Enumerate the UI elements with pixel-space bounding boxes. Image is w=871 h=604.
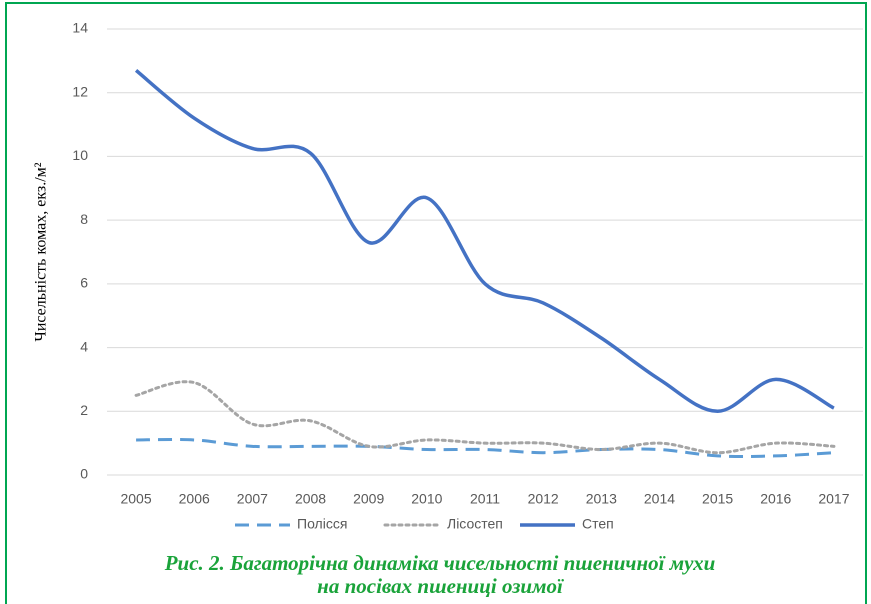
x-tick-label: 2016 <box>760 491 791 507</box>
legend-label: Полісся <box>297 516 347 532</box>
x-tick-label: 2007 <box>237 491 268 507</box>
y-tick-label: 0 <box>80 466 88 482</box>
frame <box>5 2 867 604</box>
x-tick-label: 2014 <box>644 491 675 507</box>
y-tick-label: 12 <box>72 83 88 99</box>
y-tick-label: 8 <box>80 211 88 227</box>
y-tick-label: 2 <box>80 402 88 418</box>
x-tick-label: 2011 <box>470 491 500 507</box>
x-tick-label: 2005 <box>120 491 151 507</box>
x-tick-label: 2009 <box>353 491 384 507</box>
y-tick-label: 6 <box>80 275 88 291</box>
x-tick-label: 2017 <box>818 491 849 507</box>
y-axis-label: Чисельність комах, екз./м² <box>33 162 50 341</box>
y-tick-label: 4 <box>80 338 88 354</box>
x-tick-label: 2015 <box>702 491 733 507</box>
y-tick-label: 10 <box>72 147 88 163</box>
caption: на посівах пшениці озимої <box>317 574 564 598</box>
line <box>136 437 835 458</box>
x-tick-label: 2010 <box>411 491 442 507</box>
x-tick-label: 2012 <box>528 491 559 507</box>
y-tick-label: 14 <box>72 20 88 36</box>
line <box>134 380 836 455</box>
x-tick-label: 2008 <box>295 491 326 507</box>
line <box>134 69 835 414</box>
caption: Рис. 2. Багаторічна динаміка чисельності… <box>164 551 716 575</box>
x-tick-label: 2013 <box>586 491 617 507</box>
legend-label: Лісостеп <box>447 516 503 532</box>
x-tick-label: 2006 <box>179 491 210 507</box>
legend-label: Степ <box>582 516 614 532</box>
